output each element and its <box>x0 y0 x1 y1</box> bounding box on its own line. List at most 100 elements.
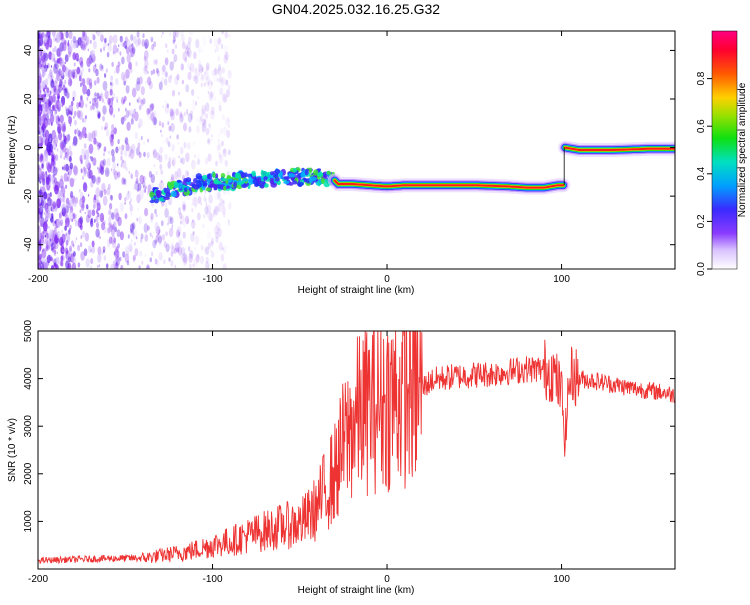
noise-blob <box>90 156 94 162</box>
noise-blob <box>79 216 84 225</box>
noise-blob <box>150 212 154 220</box>
noise-blob <box>108 209 111 216</box>
noise-blob <box>120 264 124 269</box>
noise-blob <box>113 237 117 244</box>
noise-blob <box>139 237 143 243</box>
noise-blob <box>113 251 116 256</box>
noise-blob <box>202 49 204 53</box>
noise-blob <box>208 123 211 128</box>
noise-blob <box>56 48 61 57</box>
noise-blob <box>147 76 152 86</box>
noise-blob <box>56 218 62 228</box>
noise-blob <box>120 38 125 47</box>
noise-blob <box>124 201 126 205</box>
ridge-blob <box>195 181 203 188</box>
noise-blob <box>89 209 93 215</box>
noise-blob <box>217 191 221 200</box>
noise-blob <box>115 256 121 266</box>
noise-blob <box>165 243 170 253</box>
noise-blob <box>71 69 76 77</box>
noise-blob <box>102 115 105 122</box>
noise-blob <box>53 111 57 119</box>
noise-blob <box>128 146 133 156</box>
noise-blob <box>128 61 133 70</box>
noise-blob <box>99 236 101 240</box>
noise-blob <box>143 151 146 158</box>
x-tick-label: -200 <box>28 274 48 285</box>
noise-blob <box>165 71 168 78</box>
noise-blob <box>45 78 49 86</box>
noise-blob <box>228 124 230 128</box>
noise-blob <box>202 126 205 132</box>
noise-blob <box>61 144 66 153</box>
noise-blob <box>106 129 110 137</box>
noise-blob <box>118 146 121 151</box>
noise-blob <box>136 98 139 103</box>
noise-blob <box>205 246 210 255</box>
noise-blob <box>165 43 168 48</box>
noise-blob <box>92 97 94 101</box>
noise-blob <box>72 90 77 99</box>
ridge-blob <box>273 173 279 179</box>
noise-blob <box>222 67 225 74</box>
noise-blob <box>72 214 76 222</box>
noise-blob <box>77 37 82 46</box>
noise-blob <box>46 141 52 152</box>
noise-blob <box>139 138 141 142</box>
noise-blob <box>111 155 116 163</box>
noise-blob <box>72 243 75 248</box>
noise-blob <box>159 179 164 190</box>
noise-blob <box>144 42 148 50</box>
noise-blob <box>185 170 189 178</box>
noise-blob <box>83 33 86 38</box>
noise-blob <box>103 249 105 254</box>
noise-blob <box>45 213 49 221</box>
noise-blob <box>169 135 172 139</box>
noise-blob <box>214 38 219 48</box>
noise-blob <box>198 59 201 66</box>
noise-blob <box>188 253 193 263</box>
noise-blob <box>38 231 41 242</box>
noise-blob <box>149 232 152 237</box>
ridge-blob <box>254 183 259 188</box>
noise-blob <box>152 150 155 155</box>
noise-blob <box>83 248 88 257</box>
noise-blob <box>96 109 99 114</box>
noise-blob <box>221 77 226 86</box>
noise-blob <box>66 177 69 182</box>
noise-blob <box>109 211 113 218</box>
noise-blob <box>38 55 41 65</box>
noise-blob <box>109 89 113 96</box>
noise-blob <box>38 33 41 40</box>
noise-blob <box>44 153 48 162</box>
ridge-blob <box>298 182 304 186</box>
noise-blob <box>132 186 135 190</box>
noise-blob <box>161 180 163 184</box>
noise-blob <box>172 108 176 116</box>
noise-blob <box>83 167 87 175</box>
noise-blob <box>199 115 203 122</box>
noise-blob <box>117 61 121 68</box>
noise-blob <box>77 55 79 59</box>
noise-blob <box>72 136 78 147</box>
noise-blob <box>110 194 113 201</box>
ridge-blob <box>213 187 218 191</box>
noise-blob <box>187 112 193 123</box>
noise-blob <box>153 164 156 168</box>
noise-blob <box>50 80 55 88</box>
noise-blob <box>124 253 130 263</box>
noise-blob <box>200 202 203 206</box>
noise-blob <box>60 255 64 262</box>
noise-blob <box>191 102 196 111</box>
noise-blob <box>223 148 226 154</box>
noise-blob <box>162 64 166 73</box>
noise-blob <box>83 181 87 191</box>
noise-blob <box>225 79 229 86</box>
noise-blob <box>49 90 52 96</box>
noise-blob <box>85 127 87 131</box>
noise-blob <box>123 149 128 157</box>
noise-blob <box>82 175 84 180</box>
noise-blob <box>63 172 68 182</box>
y-tick-label: 1000 <box>23 510 34 533</box>
